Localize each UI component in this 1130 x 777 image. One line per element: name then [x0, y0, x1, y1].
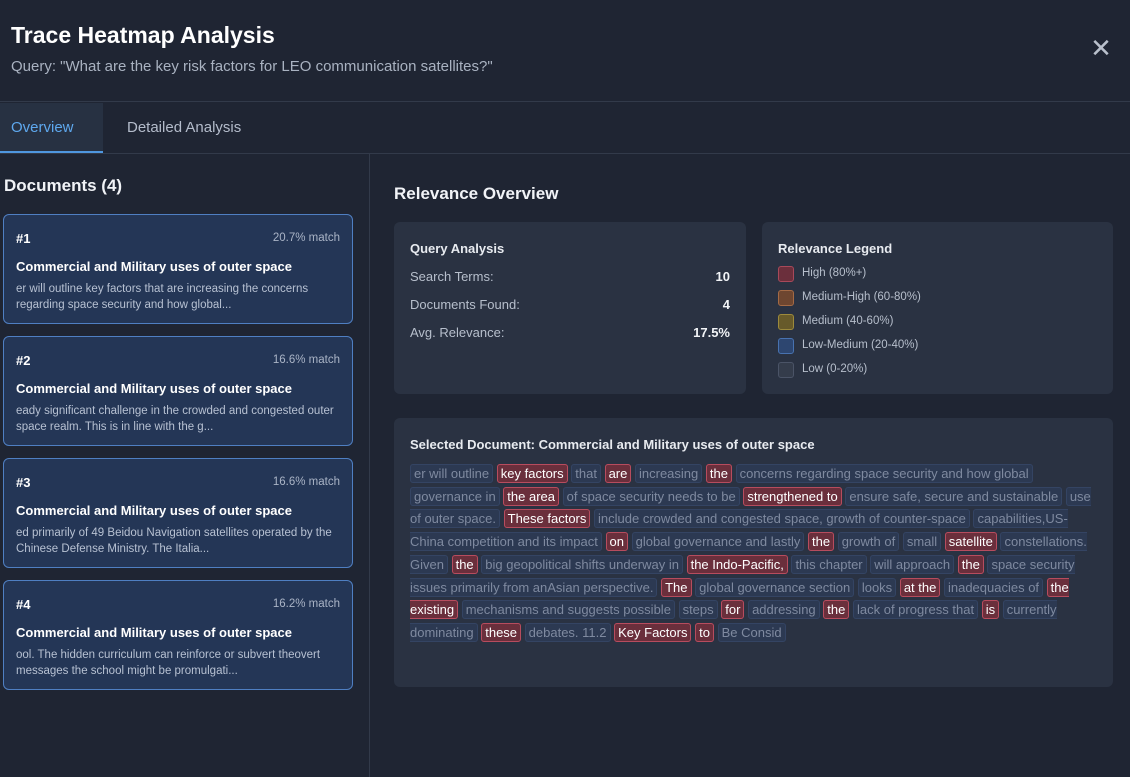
tab-detailed-analysis[interactable]: Detailed Analysis	[127, 119, 242, 136]
legend-label: High (80%+)	[802, 267, 867, 279]
close-icon[interactable]: ✕	[1090, 33, 1112, 63]
token-low: of space security needs to be	[562, 486, 740, 506]
document-title: Commercial and Military uses of outer sp…	[16, 503, 292, 518]
documents-found-label: Documents Found:	[410, 297, 520, 312]
document-number: #3	[16, 475, 31, 490]
token-low: big geopolitical shifts underway in	[481, 554, 683, 574]
documents-found-value: 4	[722, 297, 730, 312]
token-high: Key Factors	[614, 622, 692, 642]
token-low: include crowded and congested space, gro…	[594, 509, 970, 529]
selected-document-title: Selected Document: Commercial and Milita…	[410, 437, 815, 452]
token-high: to	[695, 622, 714, 642]
token-low: that	[571, 464, 601, 483]
token-high: is	[981, 600, 1000, 620]
documents-heading: Documents (4)	[4, 176, 123, 195]
document-excerpt: eady significant challenge in the crowde…	[16, 405, 334, 433]
query-analysis-title: Query Analysis	[410, 241, 505, 256]
document-number: #2	[16, 353, 31, 368]
search-terms-label: Search Terms:	[410, 269, 494, 284]
token-low: looks	[857, 577, 897, 597]
relevance-legend-title: Relevance Legend	[778, 241, 893, 256]
document-card-4[interactable]: #4 16.2% match Commercial and Military u…	[3, 580, 353, 690]
legend-swatch	[778, 314, 794, 330]
avg-relevance-label: Avg. Relevance:	[410, 325, 505, 340]
document-excerpt: ool. The hidden curriculum can reinforce…	[16, 649, 321, 677]
tab-bar: Overview Detailed Analysis	[0, 103, 1130, 154]
document-match: 20.7% match	[272, 232, 340, 244]
document-card-2[interactable]: #2 16.6% match Commercial and Military u…	[3, 336, 353, 446]
token-high: satellite	[944, 532, 997, 552]
token-low: inadequacies of	[943, 577, 1044, 597]
document-title: Commercial and Military uses of outer sp…	[16, 381, 292, 396]
token-high: the	[705, 464, 732, 483]
token-low: debates. 11.2	[524, 622, 611, 642]
token-low: global governance and lastly	[631, 532, 805, 552]
legend-swatch	[778, 338, 794, 354]
query-subtitle: Query: "What are the key risk factors fo…	[11, 58, 493, 75]
selected-document-panel: Selected Document: Commercial and Milita…	[394, 418, 1113, 687]
document-excerpt: ed primarily of 49 Beidou Navigation sat…	[16, 527, 332, 555]
token-high: for	[721, 600, 745, 620]
token-low: governance in	[410, 486, 500, 506]
token-low: addressing	[748, 600, 820, 620]
token-low: concerns regarding space security and ho…	[735, 464, 1033, 483]
token-low: will approach	[870, 554, 955, 574]
token-low: ensure safe, secure and sustainable	[845, 486, 1063, 506]
search-terms-value: 10	[715, 269, 730, 284]
legend-swatch	[778, 266, 794, 282]
legend-label: Medium-High (60-80%)	[802, 291, 921, 303]
token-low: growth of	[837, 532, 900, 552]
document-match: 16.6% match	[272, 476, 340, 488]
page-title: Trace Heatmap Analysis	[11, 22, 275, 48]
token-high: the	[451, 554, 478, 574]
legend-label: Low-Medium (20-40%)	[802, 339, 919, 351]
token-high: These factors	[503, 509, 591, 529]
document-card-3[interactable]: #3 16.6% match Commercial and Military u…	[3, 458, 353, 568]
query-analysis-panel: Query Analysis Search Terms: 10 Document…	[394, 222, 746, 394]
document-card-1[interactable]: #1 20.7% match Commercial and Military u…	[3, 214, 353, 324]
token-high: on	[605, 532, 628, 552]
token-low: increasing	[635, 464, 703, 483]
avg-relevance-value: 17.5%	[693, 325, 730, 340]
token-high: the	[957, 554, 984, 574]
legend-label: Low (0-20%)	[802, 363, 868, 375]
token-low: mechanisms and suggests possible	[461, 600, 675, 620]
document-title: Commercial and Military uses of outer sp…	[16, 625, 292, 640]
token-low: small	[902, 532, 942, 552]
token-low: Be Consid	[717, 622, 786, 642]
legend-swatch	[778, 362, 794, 378]
token-low: steps	[678, 600, 718, 620]
legend-label: Medium (40-60%)	[802, 315, 894, 327]
document-number: #1	[16, 231, 31, 246]
legend-swatch	[778, 290, 794, 306]
token-high: the	[823, 600, 850, 620]
modal-header: Trace Heatmap Analysis Query: "What are …	[0, 0, 1130, 102]
token-high: the area	[503, 486, 559, 506]
relevance-legend-panel: Relevance Legend High (80%+) Medium-High…	[762, 222, 1113, 394]
document-match: 16.6% match	[272, 354, 340, 366]
document-excerpt: er will outline key factors that are inc…	[16, 283, 309, 311]
token-low: this chapter	[791, 554, 867, 574]
documents-sidebar: Documents (4) #1 20.7% match Commercial …	[0, 154, 370, 777]
token-low: lack of progress that	[853, 600, 979, 620]
token-low: er will outline	[410, 464, 494, 483]
token-high: these	[481, 622, 522, 642]
token-high: key factors	[496, 464, 568, 483]
token-high: are	[604, 464, 632, 483]
document-match: 16.2% match	[272, 598, 340, 610]
relevance-overview-heading: Relevance Overview	[394, 184, 559, 203]
token-high: The	[661, 577, 692, 597]
heatmap-text: er will outline key factors that are inc…	[410, 463, 1100, 645]
document-title: Commercial and Military uses of outer sp…	[16, 259, 292, 274]
tab-overview[interactable]: Overview	[0, 103, 103, 153]
document-number: #4	[16, 597, 31, 612]
token-high: at the	[899, 577, 941, 597]
token-high: the Indo-Pacific,	[686, 554, 788, 574]
token-high: strengthened to	[743, 486, 842, 506]
token-low: global governance section	[695, 577, 855, 597]
token-high: the	[808, 532, 835, 552]
